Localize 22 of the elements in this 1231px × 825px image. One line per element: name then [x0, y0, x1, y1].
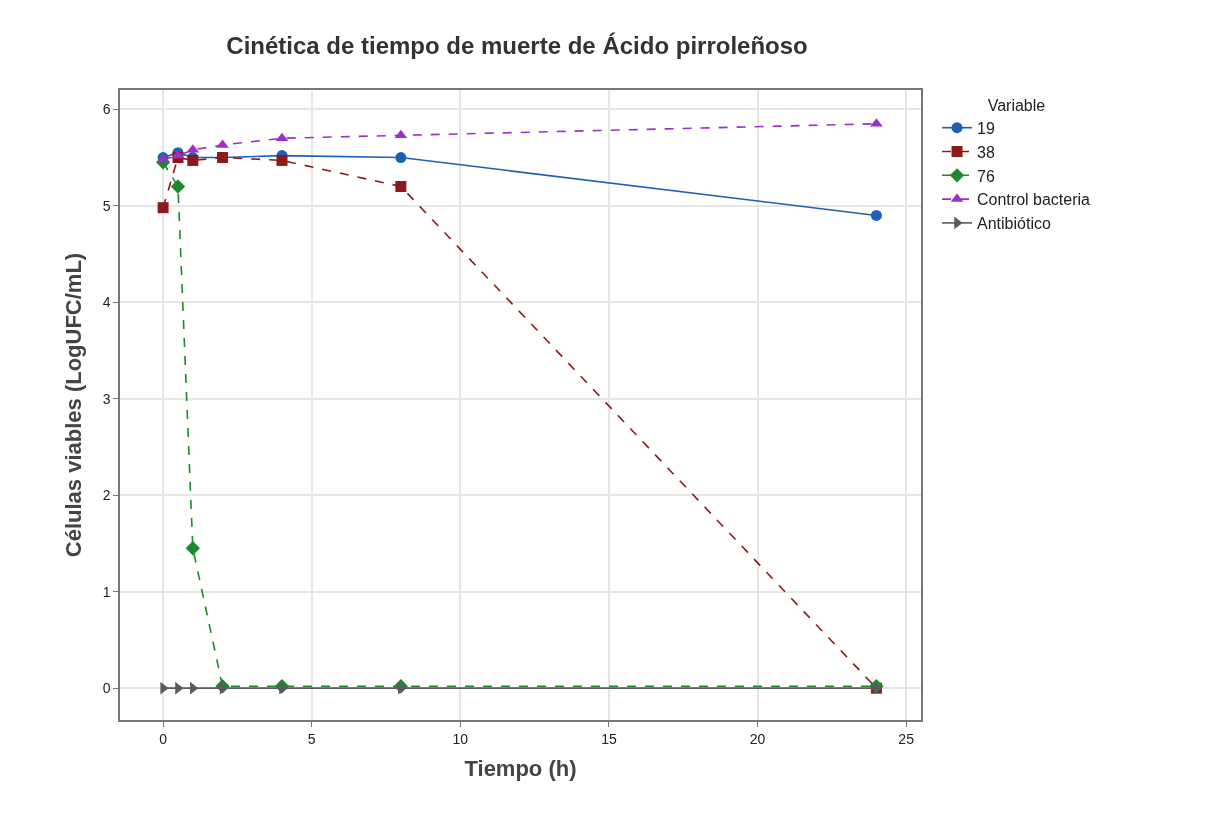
y-tick-label: 4 — [102, 294, 111, 311]
legend-title: Variable — [987, 96, 1046, 114]
x-tick-label: 5 — [307, 730, 316, 747]
x-tick-label: 25 — [898, 730, 915, 747]
x-tick-label: 15 — [601, 730, 617, 747]
chart-title: Cinética de tiempo de muerte de Ácido pirroleñoso — [226, 31, 808, 59]
x-tick-label: 0 — [159, 730, 168, 747]
x-axis-title: Tiempo (h) — [464, 755, 577, 781]
legend-label: 19 — [977, 119, 995, 137]
y-axis-title: Células viables (LogUFC/mL) — [60, 252, 86, 558]
legend-label: 38 — [977, 143, 995, 161]
y-tick-label: 5 — [102, 197, 111, 214]
x-tick-label: 20 — [749, 730, 766, 747]
y-tick-label: 3 — [102, 390, 111, 407]
legend-label: Control bacteria — [977, 191, 1091, 209]
legend-label: Antibiótico — [977, 215, 1051, 233]
y-tick-label: 2 — [102, 487, 111, 504]
x-tick-label: 10 — [452, 730, 469, 747]
legend-label: 76 — [977, 167, 995, 185]
y-tick-label: 0 — [102, 680, 111, 697]
y-tick-label: 1 — [102, 583, 111, 600]
y-tick-label: 6 — [102, 101, 111, 118]
